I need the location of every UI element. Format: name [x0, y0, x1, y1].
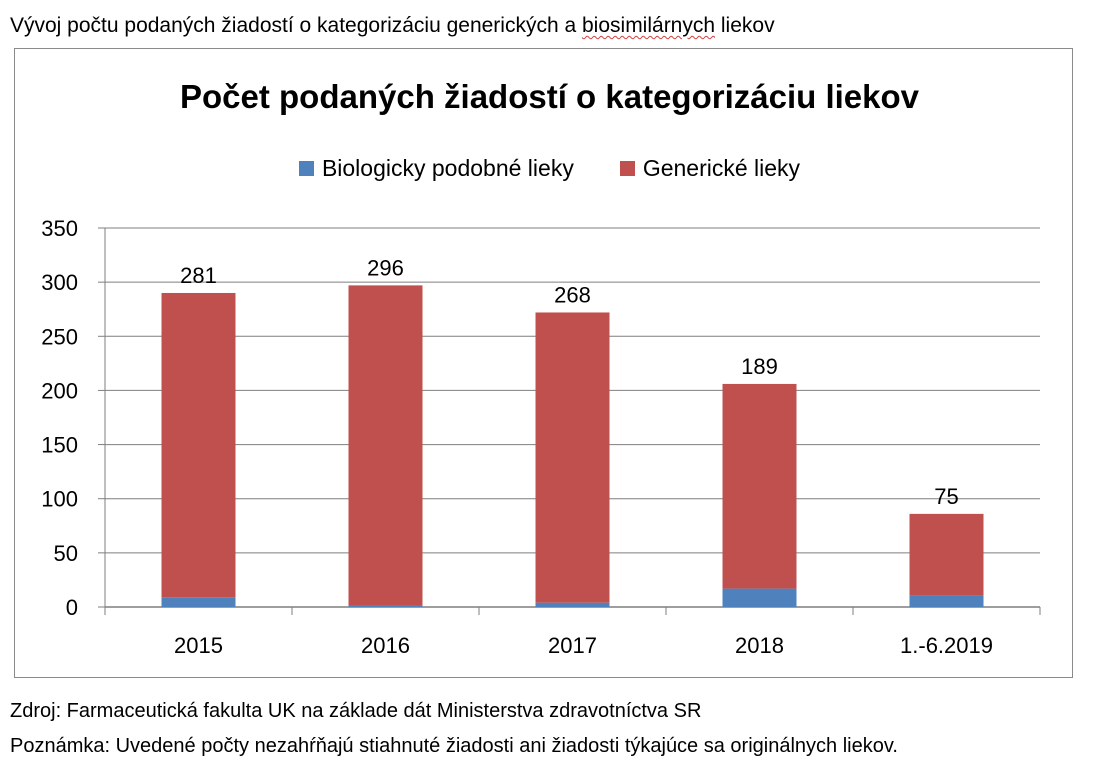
x-tick-label: 2016 — [361, 633, 410, 658]
x-tick-label: 2015 — [174, 633, 223, 658]
bar-biosimilar — [348, 605, 423, 607]
legend-item-generic: Generické lieky — [619, 155, 801, 182]
x-tick-label: 1.-6.2019 — [900, 633, 993, 658]
data-label-generic: 281 — [180, 263, 217, 288]
y-tick-label: 100 — [41, 487, 78, 512]
data-label-generic: 268 — [554, 282, 591, 307]
chart-legend: Biologicky podobné lieky Generické lieky — [0, 155, 1099, 182]
y-tick-label: 150 — [41, 433, 78, 458]
legend-label-biosimilar: Biologicky podobné lieky — [321, 155, 574, 181]
bar-generic — [535, 312, 610, 603]
data-label-generic: 75 — [934, 484, 958, 509]
chart-title: Počet podaných žiadostí o kategorizáciu … — [179, 78, 920, 115]
bar-biosimilar — [722, 588, 797, 607]
legend-label-generic: Generické lieky — [642, 155, 801, 181]
y-tick-label: 200 — [41, 378, 78, 403]
y-tick-label: 50 — [54, 541, 78, 566]
remark-note: Poznámka: Uvedené počty nezahŕňajú stiah… — [10, 735, 898, 757]
data-label-generic: 296 — [367, 255, 404, 280]
bar-biosimilar — [909, 595, 984, 607]
bar-generic — [348, 285, 423, 606]
bar-biosimilar — [535, 602, 610, 607]
y-tick-label: 300 — [41, 270, 78, 295]
bar-biosimilar — [161, 597, 236, 607]
legend-swatch-biosimilar — [298, 161, 314, 176]
y-tick-label: 350 — [41, 216, 78, 241]
x-tick-label: 2018 — [735, 633, 784, 658]
heading-suffix: liekov — [715, 14, 775, 37]
bar-generic — [909, 513, 984, 596]
bar-generic — [161, 292, 236, 598]
y-tick-label: 250 — [41, 324, 78, 349]
legend-item-biosimilar: Biologicky podobné lieky — [298, 155, 574, 182]
data-label-generic: 189 — [741, 354, 778, 379]
x-tick-label: 2017 — [548, 633, 597, 658]
heading-prefix: Vývoj počtu podaných žiadostí o kategori… — [10, 14, 582, 37]
y-tick-label: 0 — [66, 595, 78, 620]
bar-generic — [722, 383, 797, 589]
heading-underlined-word: biosimilárnych — [582, 14, 716, 37]
source-note: Zdroj: Farmaceutická fakulta UK na zákla… — [10, 700, 702, 722]
legend-swatch-generic — [619, 161, 635, 176]
document-heading: Vývoj počtu podaných žiadostí o kategori… — [10, 14, 775, 38]
